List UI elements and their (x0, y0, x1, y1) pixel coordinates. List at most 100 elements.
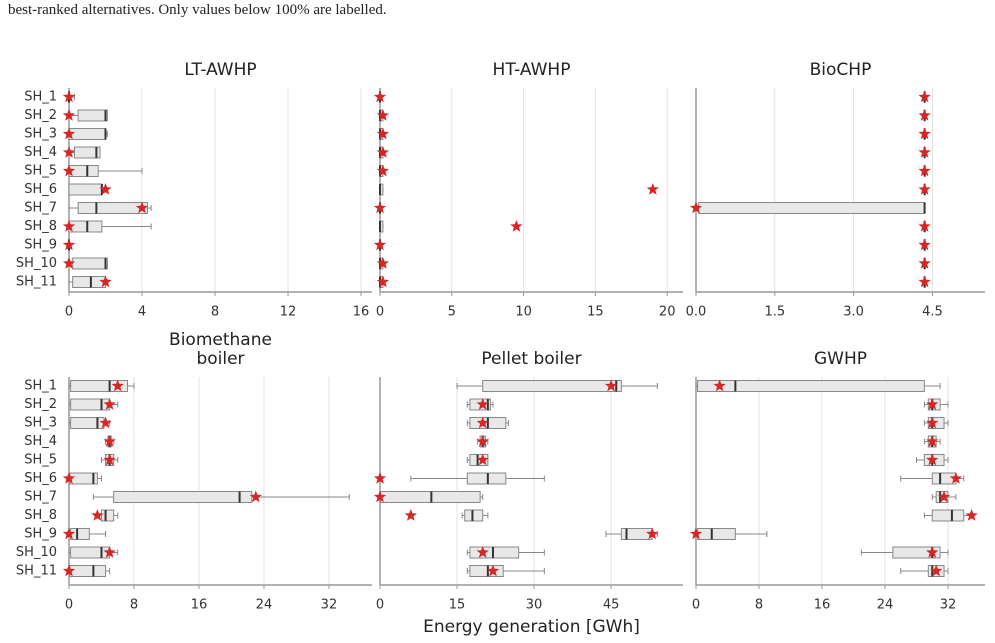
box (77, 109, 108, 122)
box (68, 165, 99, 177)
x-tick-label: 4 (138, 305, 146, 320)
box (100, 509, 115, 522)
x-tick-label: 0 (65, 598, 73, 613)
star-marker (62, 527, 76, 540)
star-marker (62, 146, 76, 158)
star-marker (918, 164, 931, 177)
y-tick-label: SH_9 (24, 527, 57, 542)
star-marker (646, 183, 659, 195)
x-tick-label: 32 (940, 598, 957, 613)
caption: best-ranked alternatives. Only values be… (8, 2, 387, 18)
box (68, 183, 103, 196)
y-tick-label: SH_6 (24, 471, 57, 486)
box (697, 380, 925, 392)
star-marker (926, 546, 939, 558)
panel-title: BioCHP (809, 60, 872, 80)
star-marker (918, 127, 931, 140)
star-marker (376, 164, 390, 177)
star-marker (486, 564, 500, 577)
star-marker (376, 109, 390, 121)
box (77, 202, 148, 214)
star-marker (926, 435, 939, 447)
box (469, 565, 504, 577)
box (72, 257, 108, 270)
star-marker (103, 435, 116, 447)
star-marker (62, 127, 76, 140)
star-marker (918, 90, 931, 103)
x-tick-label: 8 (130, 598, 138, 613)
box (697, 528, 736, 540)
panel-title: LT-AWHP (184, 60, 257, 80)
star-marker (103, 546, 116, 558)
x-tick-label: 8 (211, 305, 219, 320)
star-marker (926, 453, 939, 466)
x-tick-label: 10 (515, 305, 532, 320)
star-marker (689, 201, 703, 214)
star-marker (62, 564, 76, 577)
y-tick-label: SH_8 (24, 508, 57, 523)
star-marker (918, 109, 931, 121)
x-tick-label: 0 (65, 305, 73, 320)
box (931, 509, 965, 522)
x-tick-label: 16 (353, 305, 370, 320)
x-tick-label: 0 (376, 305, 384, 320)
y-tick-label: SH_4 (24, 145, 57, 160)
box (466, 472, 507, 485)
star-marker (937, 490, 951, 503)
y-tick-label: SH_5 (24, 164, 57, 179)
star-marker (62, 472, 76, 484)
star-marker (135, 201, 149, 214)
star-marker (476, 398, 489, 410)
star-marker (373, 90, 387, 103)
star-marker (373, 472, 387, 484)
box (72, 276, 107, 288)
box (380, 491, 481, 503)
x-tick-label: 0 (376, 598, 384, 613)
box (113, 491, 253, 503)
y-tick-label: SH_3 (24, 127, 57, 142)
star-marker (376, 275, 390, 288)
star-marker (91, 509, 104, 521)
star-marker (930, 564, 943, 577)
box (698, 202, 926, 214)
star-marker (373, 201, 387, 214)
star-marker (404, 509, 417, 521)
star-marker (373, 490, 387, 503)
x-tick-label: 15 (449, 598, 466, 613)
x-tick-label: 3.0 (843, 305, 864, 320)
star-marker (604, 379, 618, 392)
x-tick-label: 16 (191, 598, 208, 613)
x-tick-label: 8 (755, 598, 763, 613)
star-marker (376, 146, 390, 158)
star-marker (62, 90, 76, 103)
x-tick-label: 30 (526, 598, 543, 613)
x-tick-label: 12 (280, 305, 297, 320)
star-marker (376, 127, 390, 140)
x-tick-label: 0.0 (686, 305, 707, 320)
x-tick-label: 16 (814, 598, 831, 613)
x-tick-label: 24 (877, 598, 894, 613)
x-tick-label: 0 (692, 598, 700, 613)
y-tick-label: SH_3 (24, 416, 57, 431)
star-marker (713, 379, 726, 392)
y-tick-label: SH_11 (16, 564, 57, 579)
x-axis-label: Energy generation [GWh] (423, 617, 640, 637)
star-marker (926, 416, 939, 429)
star-marker (99, 275, 112, 288)
y-tick-label: SH_10 (16, 256, 57, 271)
y-tick-label: SH_1 (24, 379, 57, 394)
panel-title: GWHP (813, 349, 868, 369)
box (469, 546, 520, 559)
star-marker (689, 527, 703, 540)
star-marker (510, 220, 523, 232)
star-marker (646, 527, 659, 540)
y-tick-label: SH_10 (16, 545, 57, 560)
y-tick-label: SH_11 (16, 275, 57, 290)
box (70, 398, 111, 411)
x-tick-label: 20 (659, 305, 676, 320)
star-marker (99, 416, 112, 429)
box (927, 417, 945, 429)
star-marker (476, 546, 489, 558)
star-marker (249, 490, 262, 503)
